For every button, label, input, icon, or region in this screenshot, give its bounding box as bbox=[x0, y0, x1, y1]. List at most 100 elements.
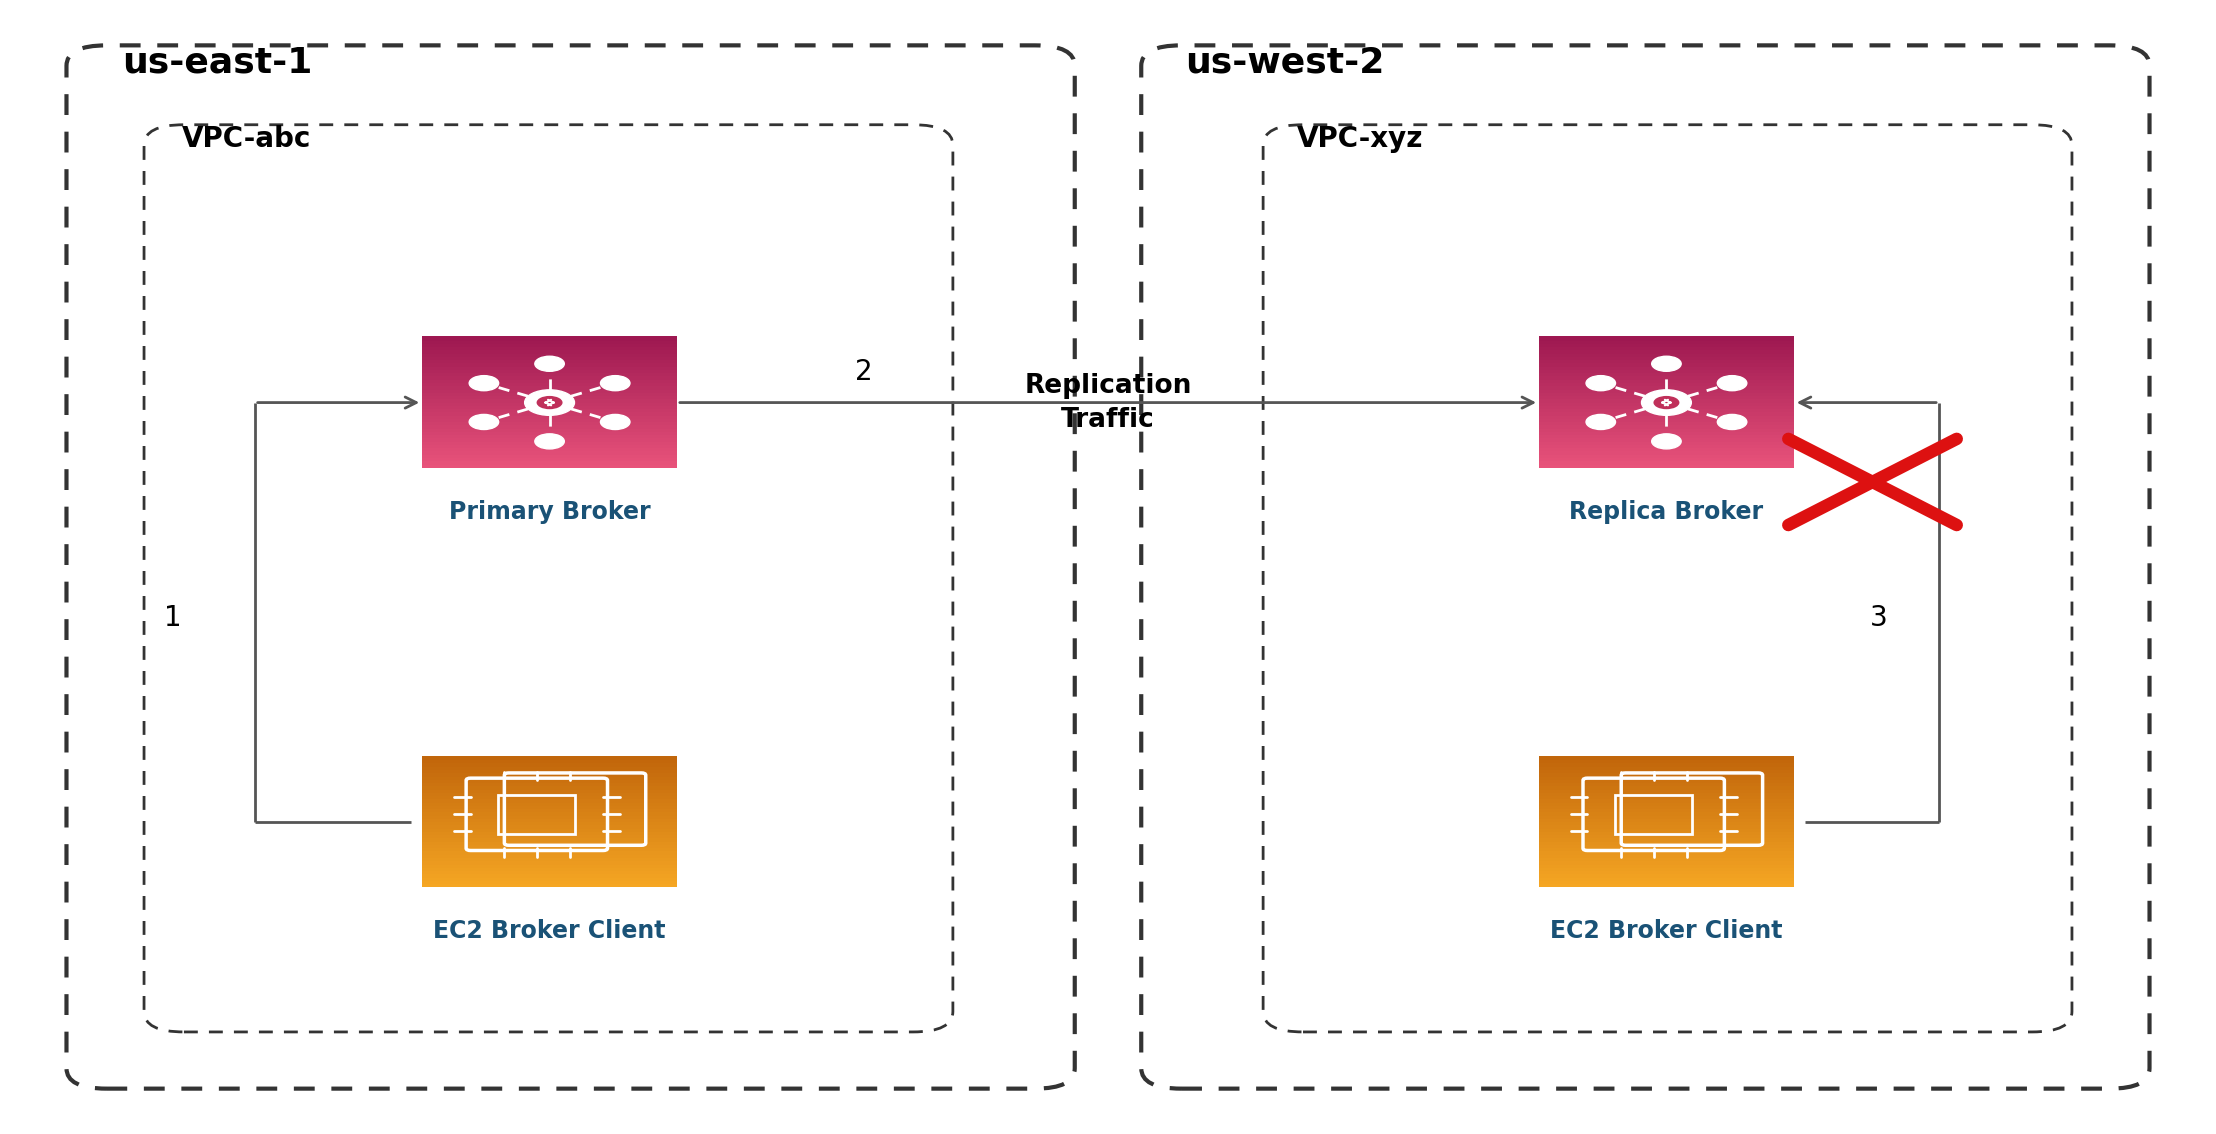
Bar bbox=[1538, 359, 1795, 363]
Bar bbox=[1538, 356, 1795, 361]
Bar bbox=[423, 443, 678, 448]
Bar bbox=[1538, 847, 1795, 852]
Bar bbox=[1538, 438, 1795, 442]
Bar bbox=[1538, 824, 1795, 829]
Bar bbox=[423, 405, 678, 409]
FancyBboxPatch shape bbox=[1141, 45, 2150, 1089]
Circle shape bbox=[1651, 356, 1682, 371]
Bar bbox=[423, 818, 678, 822]
Bar bbox=[423, 877, 678, 881]
Bar bbox=[423, 844, 678, 848]
Bar bbox=[423, 821, 678, 826]
FancyBboxPatch shape bbox=[144, 125, 953, 1032]
Bar bbox=[1538, 401, 1795, 406]
Circle shape bbox=[525, 390, 574, 415]
Text: 3: 3 bbox=[1870, 604, 1888, 632]
Bar bbox=[423, 805, 678, 810]
Bar bbox=[423, 776, 678, 780]
Text: VPC-abc: VPC-abc bbox=[182, 125, 310, 153]
Bar bbox=[1538, 412, 1795, 415]
Bar bbox=[1538, 765, 1795, 770]
Bar bbox=[423, 824, 678, 829]
Bar bbox=[1538, 759, 1795, 763]
Bar bbox=[1538, 779, 1795, 782]
Bar bbox=[1538, 776, 1795, 780]
Bar bbox=[1538, 405, 1795, 409]
Bar bbox=[1538, 431, 1795, 435]
Circle shape bbox=[1717, 375, 1746, 391]
Bar bbox=[423, 883, 678, 887]
Bar bbox=[423, 356, 678, 361]
Bar bbox=[1538, 857, 1795, 862]
Bar bbox=[423, 828, 678, 832]
Bar bbox=[1538, 353, 1795, 357]
Bar bbox=[1538, 379, 1795, 383]
Bar bbox=[1538, 391, 1795, 396]
Bar bbox=[1538, 785, 1795, 789]
Bar bbox=[1538, 782, 1795, 786]
Bar bbox=[423, 772, 678, 777]
Circle shape bbox=[601, 414, 629, 430]
Bar bbox=[423, 857, 678, 862]
Bar bbox=[1538, 336, 1795, 340]
Bar bbox=[1538, 415, 1795, 418]
Bar bbox=[423, 353, 678, 357]
Bar bbox=[423, 873, 678, 878]
Text: us-west-2: us-west-2 bbox=[1186, 45, 1385, 79]
Circle shape bbox=[1651, 434, 1682, 449]
Bar bbox=[423, 779, 678, 782]
Bar bbox=[1538, 386, 1795, 389]
Bar bbox=[1538, 844, 1795, 848]
Bar bbox=[423, 421, 678, 425]
Bar bbox=[1538, 831, 1795, 835]
Bar bbox=[423, 762, 678, 767]
Text: Primary Broker: Primary Broker bbox=[450, 500, 649, 524]
Text: 1: 1 bbox=[164, 604, 182, 632]
Bar bbox=[1538, 408, 1795, 413]
Bar bbox=[423, 811, 678, 815]
Bar bbox=[1538, 339, 1795, 344]
Bar bbox=[1538, 821, 1795, 826]
Bar bbox=[423, 769, 678, 773]
Bar bbox=[423, 339, 678, 344]
Bar bbox=[1538, 870, 1795, 874]
Bar bbox=[423, 431, 678, 435]
Bar bbox=[423, 424, 678, 429]
Bar bbox=[423, 782, 678, 786]
Bar bbox=[423, 412, 678, 415]
Bar bbox=[1538, 860, 1795, 864]
Bar bbox=[1538, 464, 1795, 467]
Bar bbox=[423, 860, 678, 864]
Bar bbox=[423, 417, 678, 422]
Bar bbox=[1538, 798, 1795, 803]
Bar bbox=[1538, 802, 1795, 806]
Bar bbox=[423, 401, 678, 406]
Bar bbox=[1538, 424, 1795, 429]
Bar bbox=[423, 831, 678, 835]
Bar bbox=[1538, 758, 1795, 887]
Bar bbox=[1538, 457, 1795, 462]
Bar bbox=[1538, 769, 1795, 773]
Bar bbox=[1538, 854, 1795, 858]
Bar bbox=[423, 457, 678, 462]
Bar bbox=[1538, 417, 1795, 422]
Bar bbox=[423, 460, 678, 465]
Bar bbox=[423, 365, 678, 370]
Bar bbox=[423, 450, 678, 455]
Bar bbox=[1538, 338, 1795, 467]
Bar bbox=[423, 866, 678, 871]
Bar bbox=[1538, 811, 1795, 815]
Bar bbox=[423, 870, 678, 874]
Bar bbox=[423, 434, 678, 439]
Text: EC2 Broker Client: EC2 Broker Client bbox=[434, 919, 665, 943]
Bar bbox=[423, 850, 678, 855]
Circle shape bbox=[1587, 375, 1615, 391]
Bar bbox=[1538, 835, 1795, 838]
Text: 2: 2 bbox=[855, 358, 873, 386]
Bar bbox=[423, 428, 678, 432]
FancyBboxPatch shape bbox=[1263, 125, 2072, 1032]
Text: Replica Broker: Replica Broker bbox=[1569, 500, 1764, 524]
Bar bbox=[1538, 863, 1795, 868]
Bar bbox=[1538, 395, 1795, 399]
Bar bbox=[1538, 421, 1795, 425]
